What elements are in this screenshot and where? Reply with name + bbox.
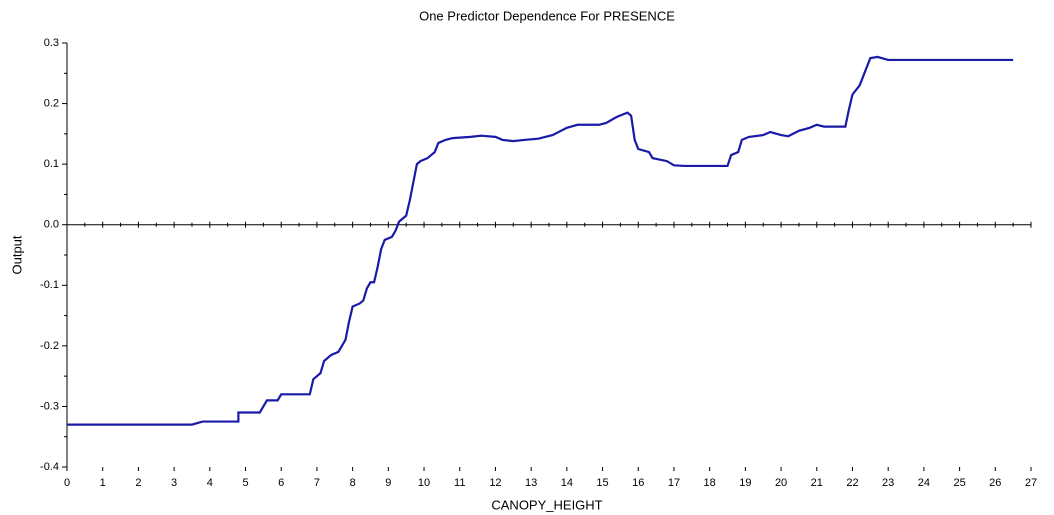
x-tick-label: 27 — [1025, 477, 1037, 489]
y-tick-label: 0.1 — [44, 158, 59, 170]
x-tick-label: 6 — [278, 477, 284, 489]
x-tick-label: 24 — [918, 477, 930, 489]
x-tick-label: 25 — [953, 477, 965, 489]
y-tick-label: 0.2 — [44, 97, 59, 109]
y-tick-label: 0.0 — [44, 219, 59, 231]
x-tick-label: 2 — [135, 477, 141, 489]
x-tick-label: 19 — [739, 477, 751, 489]
x-tick-label: 17 — [668, 477, 680, 489]
y-tick-label: -0.3 — [40, 400, 59, 412]
y-tick-label: -0.2 — [40, 340, 59, 352]
x-tick-label: 3 — [171, 477, 177, 489]
x-tick-label: 11 — [454, 477, 465, 489]
y-axis-label: Output — [9, 235, 24, 274]
x-tick-label: 1 — [100, 477, 106, 489]
x-tick-label: 26 — [989, 477, 1001, 489]
x-tick-label: 5 — [242, 477, 248, 489]
y-tick-label: -0.4 — [40, 461, 59, 473]
x-tick-label: 13 — [525, 477, 537, 489]
x-tick-label: 7 — [314, 477, 320, 489]
x-tick-label: 10 — [418, 477, 430, 489]
x-tick-label: 18 — [704, 477, 716, 489]
x-tick-label: 22 — [846, 477, 858, 489]
x-axis-label: CANOPY_HEIGHT — [491, 497, 602, 512]
x-tick-label: 4 — [207, 477, 213, 489]
chart-title: One Predictor Dependence For PRESENCE — [419, 8, 675, 23]
x-tick-label: 0 — [64, 477, 70, 489]
x-tick-label: 15 — [596, 477, 608, 489]
x-tick-label: 12 — [489, 477, 501, 489]
x-tick-label: 20 — [775, 477, 787, 489]
y-tick-label: -0.1 — [40, 279, 59, 291]
data-line — [67, 55, 1014, 426]
x-tick-label: 8 — [350, 477, 356, 489]
x-tick-label: 9 — [385, 477, 391, 489]
x-tick-label: 21 — [811, 477, 823, 489]
x-tick-label: 23 — [882, 477, 894, 489]
y-tick-label: 0.3 — [44, 37, 59, 49]
x-tick-label: 16 — [632, 477, 644, 489]
x-tick-label: 14 — [561, 477, 573, 489]
